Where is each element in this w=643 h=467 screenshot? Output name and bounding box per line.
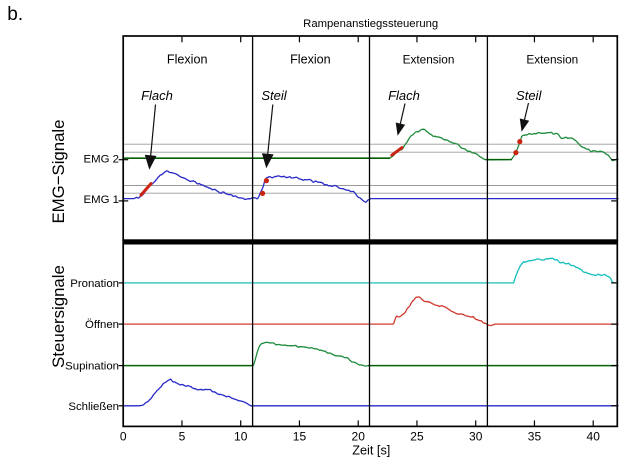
svg-text:Steil: Steil (516, 88, 542, 103)
svg-text:10: 10 (234, 430, 248, 444)
svg-text:30: 30 (469, 430, 483, 444)
svg-text:EMG−Signale: EMG−Signale (49, 119, 68, 223)
svg-text:EMG 1: EMG 1 (84, 194, 119, 206)
svg-text:0: 0 (120, 430, 127, 444)
svg-text:Schließen: Schließen (68, 401, 119, 413)
svg-text:Rampenanstiegssteuerung: Rampenanstiegssteuerung (303, 18, 438, 30)
svg-text:40: 40 (587, 430, 601, 444)
svg-text:20: 20 (352, 430, 366, 444)
svg-text:Öffnen: Öffnen (85, 319, 119, 331)
svg-text:35: 35 (528, 430, 542, 444)
svg-text:Flexion: Flexion (167, 53, 208, 67)
svg-text:Flexion: Flexion (290, 53, 331, 67)
svg-text:Pronation: Pronation (70, 278, 119, 290)
svg-text:Supination: Supination (65, 361, 119, 373)
svg-text:Extension: Extension (403, 53, 455, 67)
svg-text:25: 25 (410, 430, 424, 444)
svg-text:b.: b. (7, 4, 23, 25)
svg-text:Zeit [s]: Zeit [s] (352, 444, 390, 458)
svg-text:Flach: Flach (388, 88, 420, 103)
svg-text:Extension: Extension (526, 53, 578, 67)
svg-text:EMG 2: EMG 2 (84, 153, 119, 165)
svg-text:Steuersignale: Steuersignale (49, 265, 68, 368)
svg-text:Steil: Steil (261, 88, 287, 103)
svg-text:15: 15 (293, 430, 307, 444)
svg-text:5: 5 (179, 430, 186, 444)
svg-text:Flach: Flach (141, 88, 173, 103)
